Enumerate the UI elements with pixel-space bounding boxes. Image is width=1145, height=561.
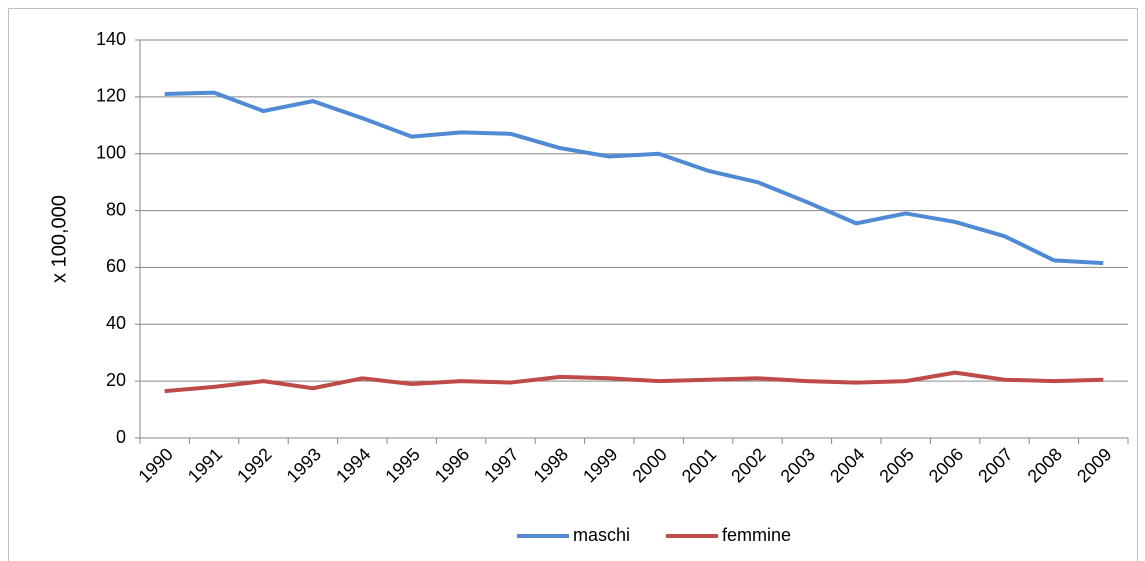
x-tick-label: 1992 — [233, 444, 275, 486]
y-tick-label: 100 — [96, 142, 126, 162]
data-line — [164, 90, 1104, 266]
x-tick-label: 1998 — [530, 444, 572, 486]
y-tick-label: 20 — [106, 370, 126, 390]
chart-frame — [8, 8, 1138, 561]
legend-label: femmine — [722, 525, 791, 545]
x-tick-label: 2003 — [777, 444, 819, 486]
y-tick-label: 0 — [116, 427, 126, 447]
x-tick-label: 1996 — [431, 444, 473, 486]
x-tick-label: 1990 — [134, 444, 176, 486]
x-tick-label: 1994 — [332, 444, 374, 486]
x-tick-label: 1995 — [381, 444, 423, 486]
x-tick-label: 2006 — [925, 444, 967, 486]
y-axis-label: x 100,000 — [48, 195, 70, 283]
y-tick-label: 60 — [106, 256, 126, 276]
data-line — [164, 370, 1104, 394]
x-tick-label: 2007 — [974, 444, 1016, 486]
x-tick-label: 2002 — [727, 444, 769, 486]
y-tick-label: 80 — [106, 199, 126, 219]
y-tick-label: 140 — [96, 29, 126, 49]
legend-label: maschi — [573, 525, 630, 545]
x-tick-label: 2008 — [1024, 444, 1066, 486]
x-tick-label: 2004 — [826, 444, 868, 486]
x-tick-label: 2001 — [678, 444, 720, 486]
x-tick-label: 2009 — [1073, 444, 1115, 486]
x-tick-label: 1997 — [480, 444, 522, 486]
y-tick-label: 40 — [106, 313, 126, 333]
y-tick-label: 120 — [96, 86, 126, 106]
x-tick-label: 2005 — [875, 444, 917, 486]
x-tick-label: 2000 — [628, 444, 670, 486]
x-tick-label: 1991 — [184, 444, 226, 486]
x-tick-label: 1993 — [283, 444, 325, 486]
x-tick-label: 1999 — [579, 444, 621, 486]
